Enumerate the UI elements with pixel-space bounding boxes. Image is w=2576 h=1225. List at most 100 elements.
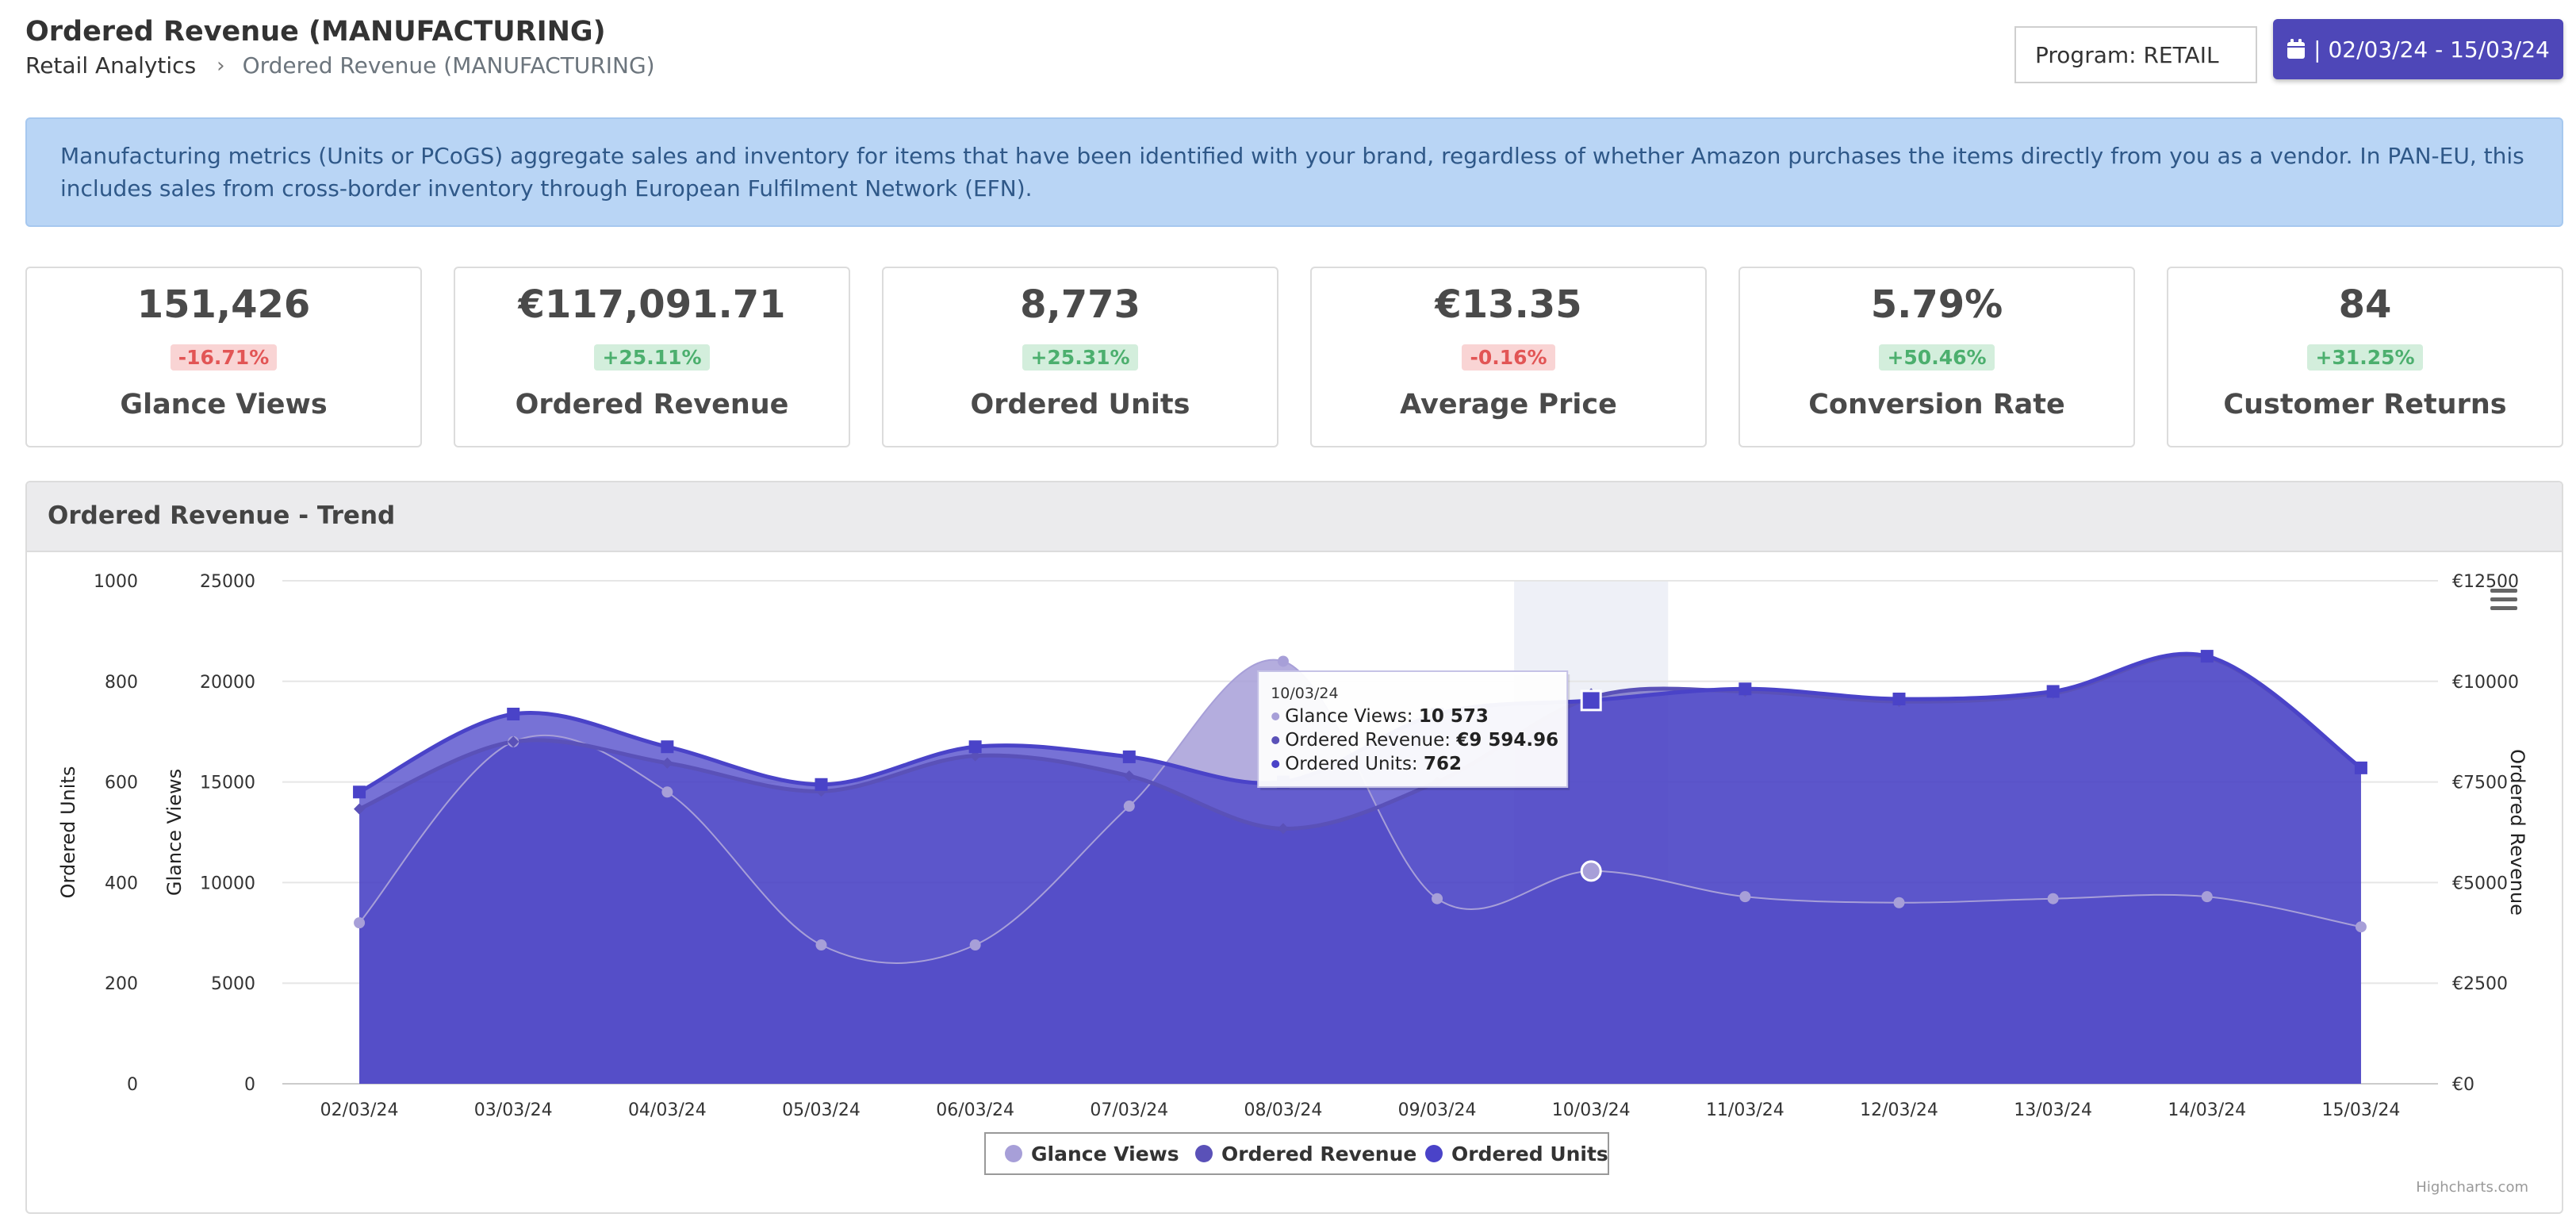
y-tick-label: 800	[105, 673, 138, 693]
data-point-ordered-revenue	[354, 803, 366, 815]
tooltip-box	[1257, 670, 1569, 788]
menu-bar	[2490, 597, 2517, 601]
y-tick-label: €0	[2452, 1075, 2474, 1095]
data-point-glance-views	[1277, 655, 1289, 667]
kpi-change-badge: +31.25%	[2307, 344, 2423, 371]
tooltip-series-dot	[1271, 736, 1280, 744]
legend-label: Ordered Units	[1451, 1142, 1608, 1165]
breadcrumb-retail-analytics[interactable]: Retail Analytics	[25, 52, 197, 79]
data-point-glance-views	[815, 939, 827, 951]
x-tick-label: 13/03/24	[2014, 1100, 2092, 1120]
data-point-glance-views	[2047, 893, 2059, 904]
kpi-change-badge: -16.71%	[170, 344, 278, 371]
data-point-ordered-units	[2046, 685, 2060, 698]
chart-legend[interactable]: Glance Views Ordered Revenue Ordered Units	[984, 1132, 1609, 1175]
legend-symbol	[1425, 1145, 1443, 1162]
kpi-label: Average Price	[1400, 389, 1617, 420]
legend-item[interactable]: Glance Views	[1005, 1142, 1179, 1165]
kpi-value: 84	[2338, 282, 2392, 327]
data-point-glance-views	[1739, 891, 1751, 903]
kpi-change-badge: +25.31%	[1022, 344, 1138, 371]
tooltip-row: Ordered Units: 762	[1285, 754, 1462, 774]
x-tick-label: 03/03/24	[474, 1100, 553, 1120]
y-tick-label: €12500	[2452, 572, 2519, 592]
program-select-value: Program: RETAIL	[2035, 41, 2219, 68]
data-point-ordered-units	[2354, 761, 2367, 774]
chart-menu-icon[interactable]	[2490, 589, 2517, 610]
y-axis-title-glance: Glance Views	[163, 769, 186, 896]
legend-label: Ordered Revenue	[1221, 1142, 1416, 1165]
data-point-ordered-units	[2200, 650, 2214, 663]
kpi-change-badge: -0.16%	[1462, 344, 1555, 371]
y-tick-label: 0	[127, 1075, 138, 1095]
data-point-glance-views	[1893, 897, 1905, 908]
legend-symbol	[1195, 1145, 1213, 1162]
breadcrumb-current: Ordered Revenue (MANUFACTURING)	[242, 52, 655, 79]
data-point-ordered-units	[1122, 750, 1136, 763]
kpi-change-badge: +25.11%	[594, 344, 710, 371]
program-select[interactable]: Program: RETAIL	[2014, 26, 2257, 83]
series-area-2	[359, 654, 2361, 1084]
kpi-label: Conversion Rate	[1808, 389, 2065, 420]
kpi-label: Ordered Revenue	[515, 389, 789, 420]
tooltip-row-label: Ordered Revenue:	[1285, 730, 1456, 751]
tooltip-row: Glance Views: 10 573	[1285, 706, 1489, 727]
kpi-card-ordered-revenue: €117,091.71 +25.11% Ordered Revenue	[454, 267, 850, 447]
info-alert: Manufacturing metrics (Units or PCoGS) a…	[25, 117, 2563, 227]
x-tick-label: 05/03/24	[782, 1100, 861, 1120]
chart-panel: 0 200 400 600 800 1000 0 5000 10000 15000 20000 250…	[25, 481, 2563, 1214]
calendar-icon	[2287, 39, 2306, 59]
legend-box	[984, 1132, 1609, 1175]
y-tick-label: 600	[105, 774, 138, 793]
chart-panel-header: Ordered Revenue - Trend	[27, 482, 2562, 552]
data-point-ordered-units	[1738, 682, 1752, 696]
trend-chart[interactable]: 0200400600800100005000100001500020000250…	[27, 482, 2562, 1212]
tooltip-row-label: Glance Views:	[1285, 706, 1419, 727]
data-point-glance-views	[2201, 891, 2213, 903]
x-tick-label: 11/03/24	[1706, 1100, 1784, 1120]
data-point-ordered-revenue	[1123, 770, 1135, 781]
menu-bar	[2490, 589, 2517, 593]
data-point-ordered-units	[968, 740, 982, 754]
y-axis-title-revenue: Ordered Revenue	[2506, 749, 2528, 916]
data-point-ordered-units	[353, 785, 366, 799]
x-tick-label: 06/03/24	[936, 1100, 1014, 1120]
legend-item[interactable]: Ordered Units	[1425, 1142, 1608, 1165]
y-tick-label: 10000	[200, 874, 255, 893]
chart-tooltip: 10/03/24 Glance Views: 10 573 Ordered Reve…	[1257, 670, 1570, 790]
data-point-glance-views	[1432, 893, 1443, 904]
kpi-value: 151,426	[136, 282, 311, 327]
tooltip-series-dot	[1271, 760, 1280, 768]
y-tick-label: 400	[105, 874, 138, 893]
y-axis-title-units: Ordered Units	[57, 766, 79, 899]
data-point-glance-views	[1123, 801, 1135, 812]
legend-item[interactable]: Ordered Revenue	[1195, 1142, 1416, 1165]
kpi-card-ordered-units: 8,773 +25.31% Ordered Units	[882, 267, 1278, 447]
legend-symbol	[1005, 1145, 1022, 1162]
data-point-ordered-revenue	[661, 757, 673, 769]
data-point-ordered-revenue	[508, 735, 519, 747]
breadcrumb: Retail Analytics › Ordered Revenue (MANU…	[25, 52, 655, 79]
x-tick-label: 12/03/24	[1860, 1100, 1938, 1120]
x-tick-label: 14/03/24	[2168, 1100, 2246, 1120]
x-tick-label: 08/03/24	[1244, 1100, 1323, 1120]
data-point-glance-views	[2355, 921, 2367, 933]
x-tick-label: 10/03/24	[1552, 1100, 1631, 1120]
data-point-ordered-revenue	[969, 750, 981, 762]
kpi-card-customer-returns: 84 +31.25% Customer Returns	[2167, 267, 2563, 447]
highcharts-credits: Highcharts.com	[2416, 1179, 2528, 1196]
menu-bar	[2490, 606, 2517, 610]
chart-title: Ordered Revenue - Trend	[48, 501, 396, 530]
kpi-card-conversion-rate: 5.79% +50.46% Conversion Rate	[1738, 267, 2135, 447]
data-point-glance-views	[969, 939, 981, 951]
page-title: Ordered Revenue (MANUFACTURING)	[25, 16, 606, 48]
y-tick-label: €5000	[2452, 874, 2508, 893]
kpi-card-glance-views: 151,426 -16.71% Glance Views	[25, 267, 422, 447]
data-point-ordered-units	[661, 740, 674, 754]
tooltip-row-label: Ordered Units:	[1285, 754, 1424, 774]
kpi-value: €117,091.71	[518, 282, 786, 327]
data-point-glance-views	[1580, 860, 1602, 882]
y-tick-label: 0	[244, 1075, 255, 1095]
y-tick-label: 1000	[94, 572, 138, 592]
date-range-button[interactable]: | 02/03/24 - 15/03/24	[2273, 19, 2563, 79]
